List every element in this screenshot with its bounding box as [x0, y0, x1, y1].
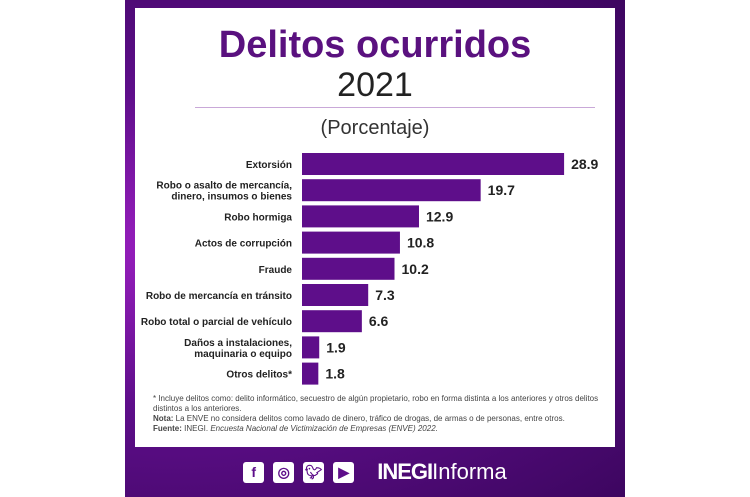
- category-label: Robo hormiga: [224, 212, 292, 223]
- bar: [302, 257, 395, 280]
- nota: Nota: La ENVE no considera delitos como …: [153, 414, 608, 424]
- nota-label: Nota:: [153, 414, 174, 423]
- value-label: 1.8: [325, 366, 345, 382]
- youtube-icon[interactable]: ▶: [333, 461, 355, 483]
- bar: [302, 205, 419, 228]
- divider: [195, 107, 595, 108]
- fuente-title: Encuesta Nacional de Victimización de Em…: [210, 424, 438, 433]
- bar: [302, 153, 565, 175]
- chart-card: Delitos ocurridos 2021 (Porcentaje) Exto…: [135, 8, 615, 447]
- bar: [302, 284, 369, 306]
- category-label: Fraude: [259, 265, 293, 276]
- asterisk-note: * Incluye delitos como: delito informáti…: [153, 394, 599, 413]
- chart-subtitle: 2021: [337, 66, 413, 104]
- bar: [302, 336, 320, 359]
- footnotes: * Incluye delitos como: delito informáti…: [153, 394, 608, 434]
- category-label: Actos de corrupción: [195, 239, 292, 250]
- bar: [302, 362, 319, 385]
- bar-chart: Extorsión 28.9 Robo o asalto de mercancía,…: [141, 153, 599, 385]
- facebook-icon[interactable]: f: [243, 461, 265, 483]
- bar: [302, 179, 481, 202]
- bar: [302, 231, 400, 254]
- value-label: 1.9: [326, 339, 346, 355]
- value-label: 19.7: [488, 182, 515, 198]
- value-label: 28.9: [571, 156, 598, 172]
- category-label: dinero, insumos o bienes: [171, 192, 292, 203]
- value-label: 10.2: [402, 261, 429, 277]
- category-label: Daños a instalaciones,: [184, 338, 292, 349]
- bar: [302, 310, 362, 333]
- category-label: maquinaria o equipo: [194, 349, 292, 360]
- fuente: Fuente: INEGI. Encuesta Nacional de Vict…: [153, 424, 608, 434]
- category-label: Robo de mercancía en tránsito: [146, 291, 292, 302]
- footer: f ◎ 🐦︎ ▶ INEGIInforma: [125, 452, 625, 492]
- brand-light: Informa: [432, 459, 507, 484]
- category-label: Robo total o parcial de vehículo: [141, 317, 292, 328]
- value-label: 7.3: [375, 287, 395, 303]
- category-label: Robo o asalto de mercancía,: [156, 181, 292, 192]
- value-label: 12.9: [426, 208, 453, 224]
- chart-title: Delitos ocurridos: [218, 24, 532, 66]
- category-label: Extorsión: [246, 160, 292, 171]
- value-label: 10.8: [407, 235, 434, 251]
- inegi-informa-logo: INEGIInforma: [377, 459, 507, 485]
- twitter-icon[interactable]: 🐦︎: [303, 461, 325, 483]
- units-label: (Porcentaje): [320, 117, 430, 139]
- fuente-label: Fuente:: [153, 424, 182, 433]
- value-label: 6.6: [369, 313, 389, 329]
- brand-bold: INEGI: [377, 459, 433, 484]
- fuente-org: INEGI.: [181, 424, 211, 433]
- category-label: Otros delitos*: [226, 370, 292, 381]
- instagram-icon[interactable]: ◎: [273, 461, 295, 483]
- nota-text: La ENVE no considera delitos como lavado…: [173, 414, 565, 423]
